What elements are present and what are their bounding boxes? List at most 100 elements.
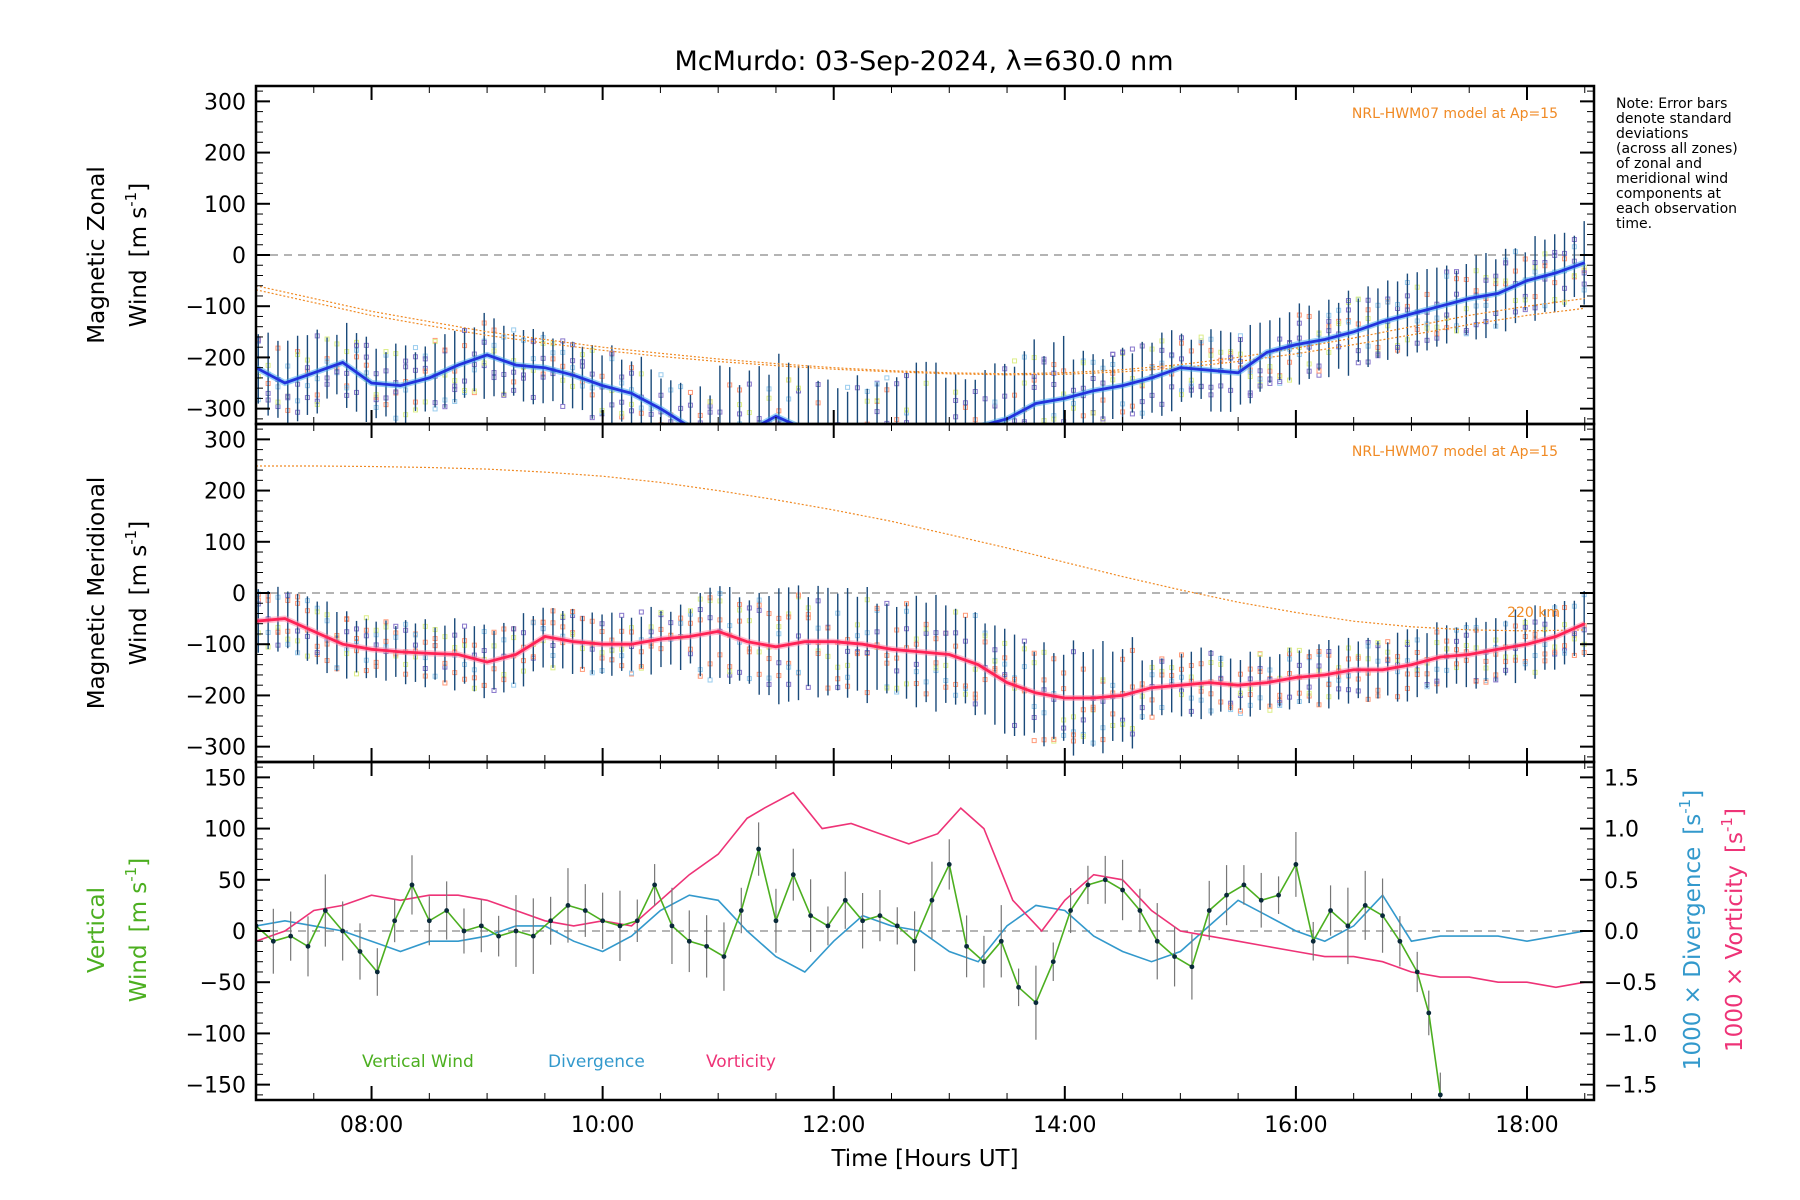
note-line: deviations <box>1616 126 1688 142</box>
vertical-wind-point <box>392 918 398 924</box>
zonal-sample <box>747 476 751 480</box>
meridional-model-label: NRL-HWM07 model at Ap=15 <box>1352 444 1558 460</box>
vertical-wind-point <box>1224 892 1229 898</box>
x-tick-label: 08:00 <box>340 1113 403 1138</box>
note-line: time. <box>1616 216 1652 232</box>
zonal-ylabel-line1: Magnetic Zonal <box>84 166 110 344</box>
vertical-wind-point <box>374 969 380 975</box>
zonal-ytick-label: −200 <box>186 346 246 371</box>
vertical-wind-point <box>600 918 606 924</box>
zonal-ylabel-close: ] <box>126 183 152 192</box>
vertical-y2tick-label: 1.5 <box>1604 766 1639 791</box>
zonal-sample <box>993 470 997 474</box>
note-line: each observation <box>1616 201 1737 217</box>
zonal-sample <box>698 449 702 453</box>
zonal-sample <box>679 431 683 435</box>
zonal-sample <box>845 384 851 390</box>
meridional-ylabel-close: ] <box>126 521 152 530</box>
vertical-clipped <box>256 791 1594 1100</box>
zonal-panel: NRL-HWM07 model at Ap=15 300 200 100 0 −100 −… <box>84 84 1596 493</box>
zonal-sample <box>432 337 438 343</box>
vertical-y2-axis: 1.5 1.0 0.5 0.0 −0.5 −1.0 −1.5 <box>1604 766 1657 1098</box>
zonal-sample <box>659 442 663 446</box>
zonal-sample <box>983 473 987 477</box>
zonal-sample <box>924 432 928 436</box>
zonal-ylabel-line2: Wind [m s-1] <box>122 183 152 327</box>
vertical-wind-point <box>1397 938 1403 944</box>
meridional-ytick-label: 300 <box>204 428 246 453</box>
zonal-sample <box>846 488 850 492</box>
zonal-sample <box>649 435 653 439</box>
note-line: Note: Error bars <box>1616 96 1727 112</box>
vertical-y2tick-label: 0.5 <box>1604 869 1639 894</box>
vorticity-axis-exp: -1 <box>1718 817 1736 832</box>
zonal-sample <box>1012 358 1018 364</box>
zonal-sample <box>728 425 732 429</box>
zonal-sample <box>826 478 830 482</box>
meridional-sample <box>638 609 644 615</box>
zonal-sample <box>836 431 840 435</box>
divergence-axis-exp: -1 <box>1676 799 1694 814</box>
zonal-sample <box>855 488 859 492</box>
zonal-sample <box>924 428 928 432</box>
vertical-wind-point <box>1310 938 1316 944</box>
zonal-sample <box>934 450 938 454</box>
vertical-wind-point <box>721 954 727 960</box>
vertical-wind-point <box>1172 954 1177 960</box>
vertical-wind-point <box>288 933 294 939</box>
vertical-wind-point <box>1362 902 1368 908</box>
zonal-sample <box>649 429 653 433</box>
vertical-plot-area <box>256 791 1594 1100</box>
zonal-sample <box>934 452 938 456</box>
vertical-wind-point <box>1033 1000 1039 1006</box>
vertical-wind-point <box>669 923 675 929</box>
zonal-sample <box>963 460 967 464</box>
zonal-model-curve <box>256 289 1585 376</box>
meridional-plot-area <box>256 465 1594 756</box>
vertical-ylabel-unit: [m s <box>126 882 152 933</box>
zonal-sample <box>698 449 702 453</box>
vertical-ytick-label: 50 <box>218 869 246 894</box>
vertical-wind-line <box>256 845 1442 1096</box>
zonal-sample <box>963 436 967 440</box>
zonal-sample <box>914 459 918 463</box>
zonal-sample <box>846 443 850 447</box>
zonal-ytick-label: −100 <box>186 295 246 320</box>
zonal-sample <box>787 431 791 435</box>
zonal-sample <box>698 431 702 435</box>
zonal-model-curve <box>256 285 1585 375</box>
zonal-sample <box>718 468 722 472</box>
meridional-mean-line <box>256 617 1586 700</box>
note-line: components at <box>1616 186 1722 202</box>
zonal-sample <box>806 451 810 455</box>
zonal-plot-area <box>256 221 1594 493</box>
vertical-ylabel-line2: Wind [m s-1] <box>122 858 152 1002</box>
meridional-ytick-label: 200 <box>204 480 246 505</box>
meridional-ytick-label: 0 <box>232 582 246 607</box>
vertical-wind-point <box>1085 882 1091 888</box>
vertical-wind-point <box>1345 923 1351 929</box>
vertical-wind-point <box>860 918 866 924</box>
zonal-sample <box>1316 372 1322 378</box>
zonal-sample <box>973 435 977 439</box>
vertical-wind-point <box>686 938 692 944</box>
vertical-wind-point <box>652 882 658 888</box>
zonal-sample <box>944 445 948 449</box>
zonal-sample <box>1129 346 1135 352</box>
zonal-sample <box>855 489 859 493</box>
vertical-wind-point <box>877 913 883 919</box>
vertical-wind-point <box>773 918 779 924</box>
vertical-wind-point <box>738 908 744 913</box>
note-line: (across all zones) <box>1616 141 1738 157</box>
vertical-wind-point <box>825 923 831 929</box>
meridional-ytick-label: −100 <box>186 633 246 658</box>
zonal-sample <box>1042 428 1046 432</box>
vertical-wind-point <box>1426 1010 1432 1016</box>
meridional-sample <box>1257 651 1263 657</box>
vertical-wind-point <box>565 902 571 908</box>
vertical-wind-point <box>964 943 969 949</box>
vertical-wind-point <box>1189 964 1195 970</box>
zonal-sample <box>777 468 781 472</box>
zonal-sample <box>1003 447 1007 451</box>
